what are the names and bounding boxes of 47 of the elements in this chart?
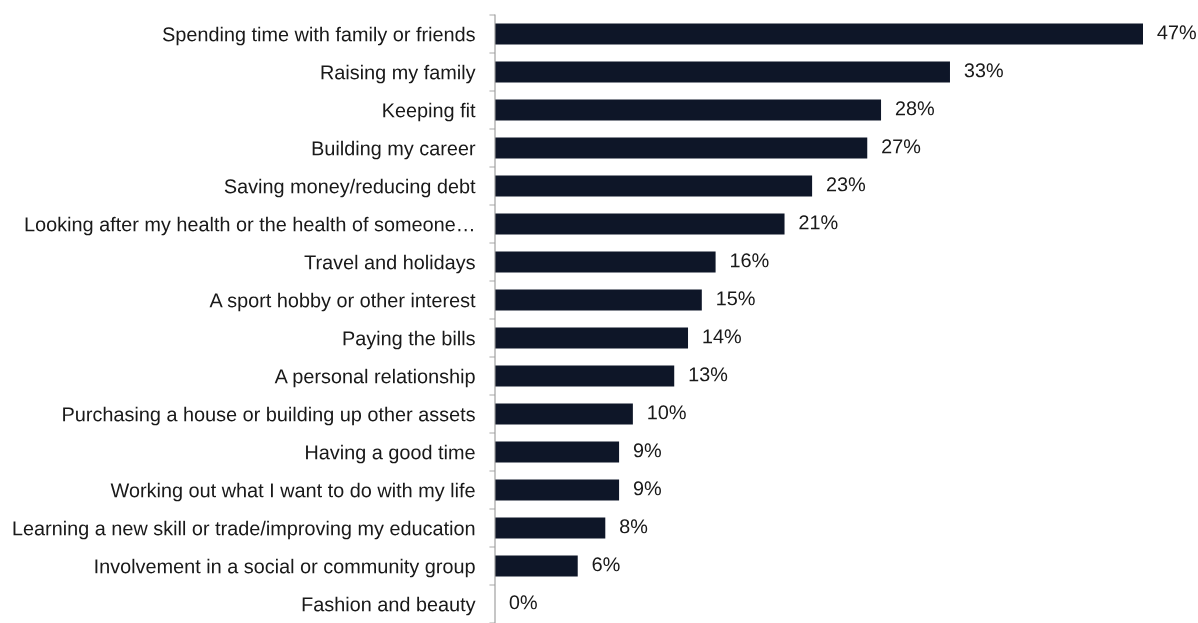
data-label: 9%	[633, 443, 661, 458]
y-tick-label: Travel and holidays	[304, 254, 475, 274]
bar	[495, 517, 606, 539]
bar	[495, 23, 1143, 45]
y-tick-label: Purchasing a house or building up other assets	[63, 406, 475, 426]
y-tick-label: Looking after my health or the health of someone…	[25, 216, 473, 236]
data-label: 28%	[895, 101, 934, 116]
y-tick-label: Keeping fit	[383, 102, 476, 122]
bar	[495, 441, 620, 463]
bar	[495, 479, 620, 501]
y-tick-label: Learning a new skill or trade/improving my education	[13, 520, 475, 540]
bar	[495, 99, 882, 121]
y-tick-label: Saving money/reducing debt	[224, 178, 476, 198]
y-tick-label: A personal relationship	[274, 368, 475, 388]
bar	[495, 289, 702, 311]
data-label: 9%	[633, 481, 661, 496]
y-tick-label: Involvement in a social or community group	[95, 558, 475, 578]
bar	[495, 175, 813, 197]
data-label: 33%	[964, 63, 1003, 78]
y-tick-label: Building my career	[312, 140, 476, 160]
bar	[495, 403, 633, 425]
y-tick-label: Having a good time	[306, 444, 475, 464]
y-tick-label: Spending time with family or friends	[162, 26, 475, 46]
y-tick-label: Raising my family	[321, 64, 476, 84]
bar	[495, 137, 868, 159]
y-tick-label: A sport hobby or other interest	[209, 292, 476, 312]
bar	[495, 555, 578, 577]
data-label: 47%	[1157, 25, 1196, 40]
y-tick-label: Fashion and beauty	[302, 596, 476, 616]
data-label: 15%	[717, 291, 755, 306]
data-label: 0%	[509, 595, 537, 610]
data-label: 14%	[703, 329, 741, 344]
data-label: 8%	[620, 519, 648, 534]
data-label: 16%	[731, 253, 769, 268]
data-label: 6%	[592, 557, 620, 572]
bar	[495, 251, 716, 273]
y-tick-label: Working out what I want to do with my life	[110, 482, 475, 502]
bar	[495, 365, 675, 387]
data-label: 23%	[826, 177, 866, 192]
bar	[495, 61, 950, 83]
y-tick-label: Paying the bills	[343, 330, 475, 350]
bar	[495, 213, 785, 235]
data-label: 10%	[648, 405, 686, 420]
data-label: 21%	[799, 215, 838, 230]
data-label: 13%	[689, 367, 728, 382]
bar	[495, 327, 689, 349]
data-label: 27%	[882, 139, 921, 154]
